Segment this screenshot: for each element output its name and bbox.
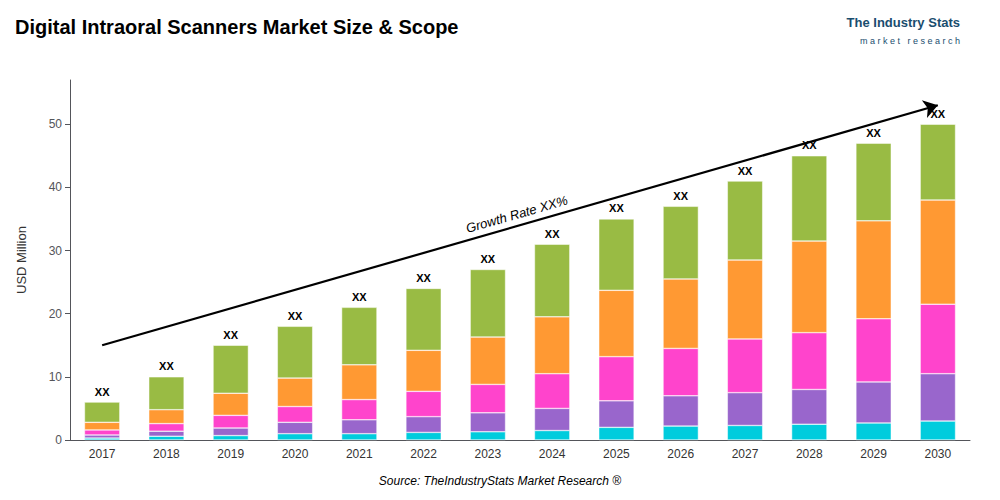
svg-text:XX: XX — [481, 253, 496, 265]
svg-text:0: 0 — [55, 433, 62, 447]
svg-text:m a r k e t r e s e a r c h: m a r k e t r e s e a r c h — [860, 36, 960, 46]
svg-text:2030: 2030 — [925, 447, 952, 461]
svg-text:20: 20 — [49, 307, 63, 321]
svg-text:XX: XX — [866, 127, 881, 139]
svg-text:XX: XX — [609, 202, 624, 214]
svg-text:XX: XX — [801, 139, 817, 152]
svg-text:Digital Intraoral Scanners Mar: Digital Intraoral Scanners Market Size &… — [15, 16, 458, 38]
svg-text:XX: XX — [545, 228, 560, 240]
svg-text:XX: XX — [95, 386, 110, 398]
svg-text:2017: 2017 — [89, 447, 116, 461]
svg-text:XX: XX — [159, 360, 174, 372]
svg-text:2018: 2018 — [153, 447, 180, 461]
svg-text:Source: TheIndustryStats Marke: Source: TheIndustryStats Market Research… — [379, 474, 621, 488]
svg-text:2023: 2023 — [475, 447, 502, 461]
svg-text:XX: XX — [930, 107, 946, 120]
svg-text:XX: XX — [288, 310, 303, 322]
svg-text:USD Million: USD Million — [14, 226, 29, 294]
svg-text:40: 40 — [49, 180, 63, 194]
svg-text:2022: 2022 — [410, 447, 437, 461]
svg-text:2028: 2028 — [796, 447, 823, 461]
svg-text:2019: 2019 — [217, 447, 244, 461]
svg-text:2025: 2025 — [603, 447, 630, 461]
svg-text:XX: XX — [416, 272, 431, 284]
svg-text:XX: XX — [223, 329, 238, 341]
svg-text:2024: 2024 — [539, 447, 566, 461]
svg-text:30: 30 — [49, 244, 63, 258]
svg-text:2029: 2029 — [860, 447, 887, 461]
svg-text:XX: XX — [738, 165, 753, 177]
svg-text:XX: XX — [352, 291, 367, 303]
svg-text:2021: 2021 — [346, 447, 373, 461]
svg-text:50: 50 — [49, 117, 63, 131]
svg-text:2027: 2027 — [732, 447, 759, 461]
svg-text:The Industry Stats: The Industry Stats — [847, 15, 960, 30]
svg-text:Growth Rate XX%: Growth Rate XX% — [464, 192, 569, 236]
svg-text:2020: 2020 — [282, 447, 309, 461]
svg-text:2026: 2026 — [667, 447, 694, 461]
svg-text:10: 10 — [49, 370, 63, 384]
svg-text:XX: XX — [673, 190, 688, 202]
